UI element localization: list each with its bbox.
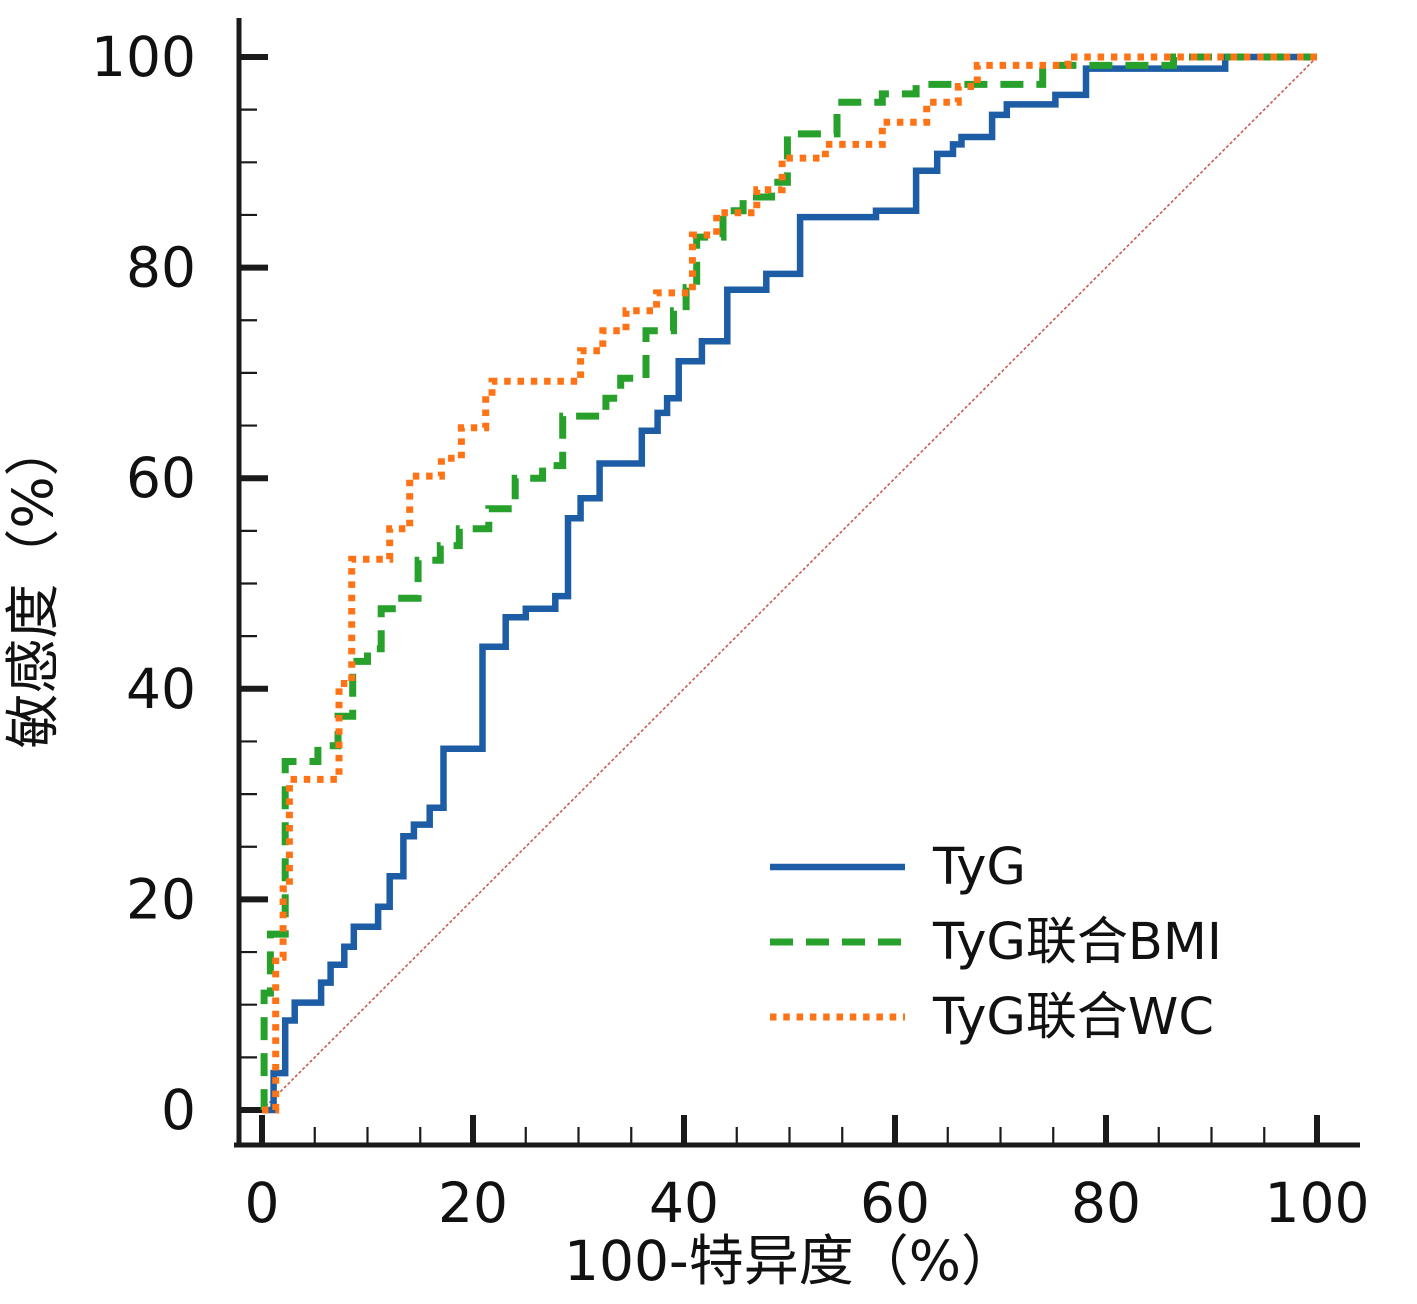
legend-label-tyg_wc: TyG联合WC <box>932 988 1214 1047</box>
y-tick-label: 40 <box>126 657 196 721</box>
x-tick-label: 20 <box>438 1171 508 1235</box>
x-tick-label: 80 <box>1071 1171 1141 1235</box>
y-tick-label: 60 <box>126 446 196 510</box>
roc-curve-tyg <box>262 53 1317 1114</box>
roc-curve-tyg_bmi <box>260 53 1317 1114</box>
y-tick-label: 80 <box>126 236 196 300</box>
x-tick-label: 40 <box>649 1171 719 1235</box>
x-axis-title: 100-特异度（%） <box>564 1229 1016 1293</box>
y-tick-label: 0 <box>161 1078 196 1142</box>
x-tick-label: 0 <box>245 1171 280 1235</box>
y-tick-label: 20 <box>126 867 196 931</box>
legend-label-tyg_bmi: TyG联合BMI <box>932 913 1222 972</box>
legend-label-tyg: TyG <box>932 838 1026 897</box>
y-tick-label: 100 <box>91 25 196 89</box>
roc-curve-tyg_wc <box>262 53 1317 1114</box>
reference-diagonal <box>261 56 1318 1111</box>
x-tick-label: 100 <box>1265 1171 1370 1235</box>
x-tick-label: 60 <box>860 1171 930 1235</box>
y-axis-title: 敏感度（%） <box>1 421 65 748</box>
